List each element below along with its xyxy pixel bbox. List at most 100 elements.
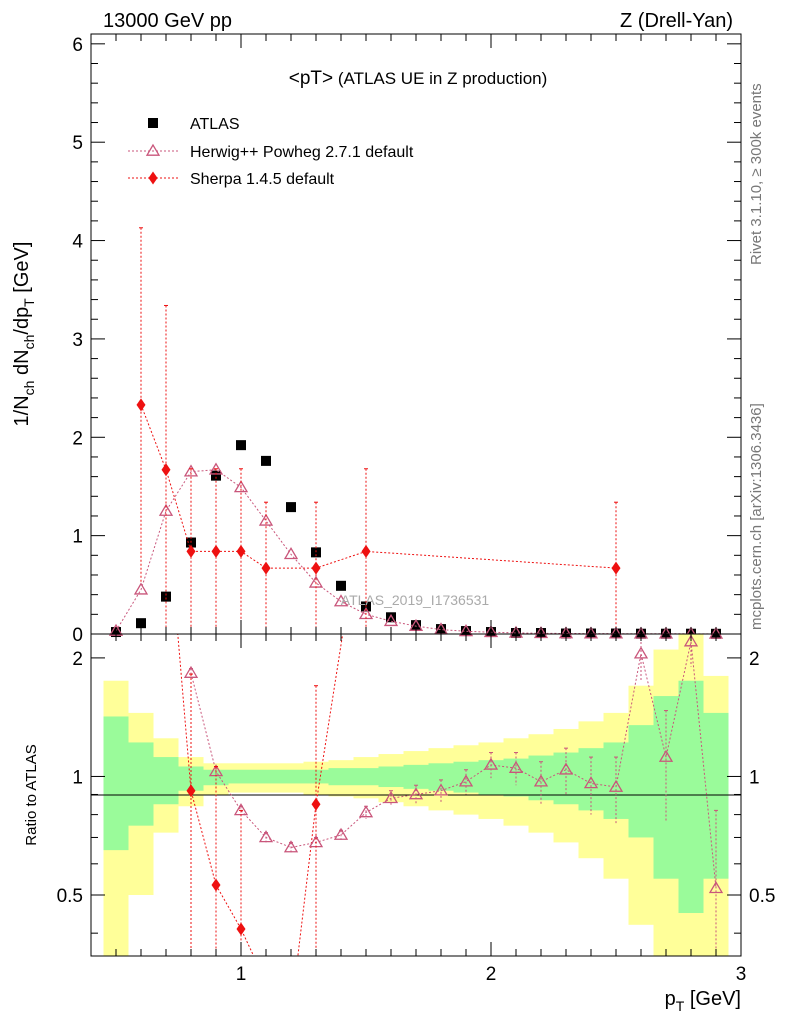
ratio-sherpa-line	[177, 634, 344, 956]
main-y-tick-label: 0	[72, 625, 83, 646]
main-data-point	[383, 613, 399, 627]
main-markers	[108, 227, 724, 639]
ratio-y-tick-label-right: 2	[749, 649, 760, 670]
main-data-point	[311, 547, 321, 558]
ratio-band-inner	[128, 742, 154, 826]
main-data-point	[283, 547, 299, 560]
y-axis-label-part: ch	[21, 381, 37, 396]
main-data-point	[211, 470, 221, 481]
ratio-data-point	[508, 760, 524, 773]
main-data-point	[161, 463, 171, 477]
ratio-band-inner	[103, 716, 129, 851]
x-axis-label-part: p	[665, 988, 676, 1010]
ratio-data-point	[433, 783, 449, 796]
ratio-axes: 0.5 0.5 1 1 2 2 1 2 3	[57, 634, 775, 985]
main-y-tick-label: 4	[72, 232, 83, 253]
ratio-data-point	[211, 878, 221, 892]
main-data-point	[136, 398, 146, 412]
ratio-band-inner	[328, 768, 354, 786]
ratio-band-inner	[303, 769, 329, 784]
y-axis-label-part: /dp	[11, 307, 33, 335]
rivet-version-label: Rivet 3.1.10, ≥ 300k events	[748, 83, 765, 265]
ratio-data-point	[258, 830, 274, 843]
x-axis-label-part: T	[676, 998, 685, 1014]
ratio-band-inner	[453, 761, 479, 793]
ratio-clipped-group	[177, 634, 724, 956]
main-data-point	[133, 582, 149, 595]
ratio-band-inner	[228, 769, 254, 784]
main-y-axis-label: 1/Nch dNch/dpT [GeV]	[11, 242, 37, 427]
legend-label: Herwig++ Powheg 2.7.1 default	[190, 144, 414, 161]
main-data-point	[186, 544, 196, 558]
x-axis-label-part: [GeV]	[684, 988, 741, 1010]
main-y-tick-label: 2	[72, 428, 83, 449]
legend-marker	[148, 118, 158, 128]
analysis-watermark: ATLAS_2019_I1736531	[341, 592, 490, 608]
main-data-point	[311, 561, 321, 575]
ratio-band-inner	[153, 757, 179, 805]
ratio-data-point	[483, 757, 499, 770]
main-data-point	[361, 544, 371, 558]
x-tick-label: 1	[236, 964, 247, 985]
ratio-data-point	[608, 779, 624, 792]
main-data-point	[261, 561, 271, 575]
legend-label: Sherpa 1.4.5 default	[190, 171, 335, 188]
main-axes: 0 1 2 3 4 5 6	[72, 34, 742, 646]
ratio-data-point	[633, 646, 649, 659]
main-data-point	[411, 620, 421, 631]
main-data-point	[183, 464, 199, 477]
ratio-data-point	[183, 665, 199, 678]
ratio-data-point	[358, 805, 374, 818]
ratio-data-point	[186, 784, 196, 798]
ratio-y-tick-label: 0.5	[57, 886, 83, 907]
header-process-label: Z (Drell-Yan)	[620, 10, 733, 32]
main-data-point	[211, 544, 221, 558]
main-data-point	[233, 480, 249, 493]
main-y-tick-label: 1	[72, 527, 83, 548]
ratio-data-point	[236, 922, 246, 936]
ratio-data-point	[683, 634, 699, 647]
chart-title-main: <pT>	[289, 68, 333, 89]
y-axis-label-part: 1/N	[11, 395, 33, 426]
main-data-point	[611, 561, 621, 575]
mcplots-source-label: mcplots.cern.ch [arXiv:1306.3436]	[748, 403, 765, 630]
ratio-data-point	[408, 787, 424, 800]
ratio-band-inner	[378, 766, 404, 788]
chart-title: <pT> (ATLAS UE in Z production)	[289, 68, 548, 89]
main-data-point	[258, 513, 274, 526]
main-data-point	[236, 440, 246, 451]
x-tick-label: 2	[486, 964, 497, 985]
main-series-line	[140, 404, 617, 569]
ratio-band-inner	[403, 764, 429, 789]
ratio-data-point	[533, 774, 549, 787]
ratio-data-point	[283, 840, 299, 853]
ratio-data-point	[333, 827, 349, 840]
ratio-y-tick-label-right: 1	[749, 767, 760, 788]
chart-title-sub: (ATLAS UE in Z production)	[333, 69, 547, 88]
main-data-point	[336, 580, 346, 591]
ratio-band-inner	[628, 725, 654, 838]
ratio-band-inner	[428, 763, 454, 791]
legend-label: ATLAS	[190, 116, 240, 133]
y-axis-label-part: [GeV]	[11, 242, 33, 299]
ratio-band-inner	[678, 680, 704, 914]
ratio-panel: 0.5 0.5 1 1 2 2 1 2 3	[57, 633, 775, 985]
ratio-band-inner	[703, 712, 729, 879]
ratio-data-point	[383, 791, 399, 804]
ratio-data-point	[583, 776, 599, 789]
ratio-y-tick-label: 2	[72, 649, 83, 670]
ratio-y-axis-label: Ratio to ATLAS	[23, 744, 40, 845]
y-axis-label-part: ch	[21, 335, 37, 350]
main-y-tick-label: 3	[72, 330, 83, 351]
main-y-tick-label: 6	[72, 35, 83, 56]
ratio-data-point	[558, 762, 574, 775]
ratio-y-tick-label: 1	[72, 767, 83, 788]
main-data-point	[161, 591, 171, 602]
ratio-band-inner	[278, 769, 304, 784]
main-y-tick-label: 5	[72, 133, 83, 154]
x-axis-label: pT [GeV]	[665, 988, 741, 1014]
legend-marker	[148, 171, 158, 185]
header-energy-label: 13000 GeV pp	[103, 10, 232, 32]
y-axis-label-part: T	[21, 298, 37, 307]
